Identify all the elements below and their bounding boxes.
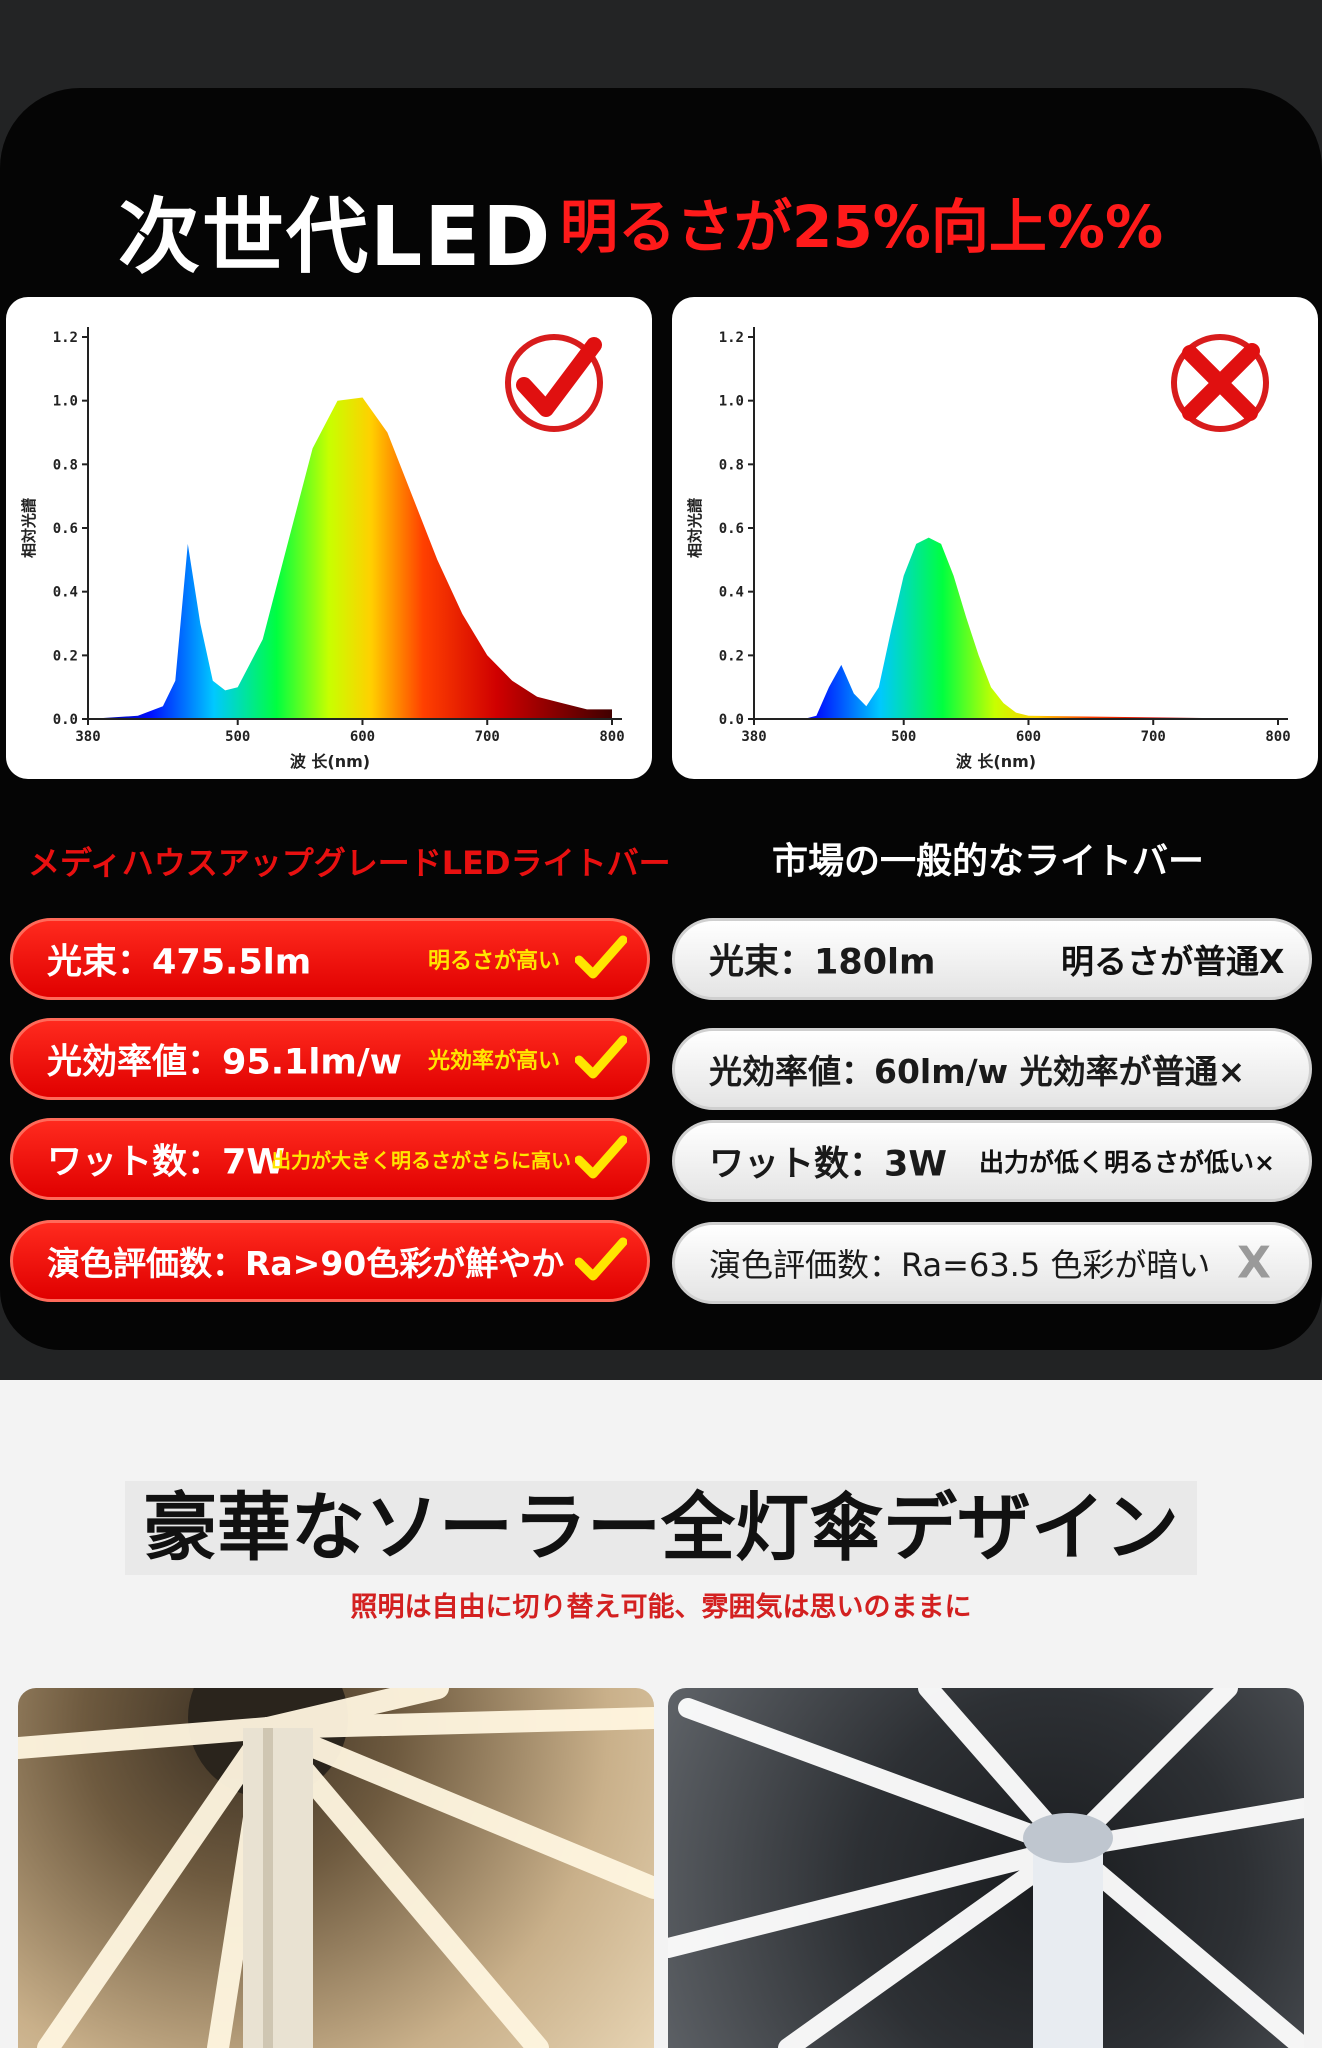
- x-tick-label: 380: [741, 729, 766, 745]
- x-tick-label: 500: [891, 729, 916, 745]
- spectrum-chart-upgraded: 1.2 1.0 0.8 0.6 0.4 0.2 0.0 380 500 600 700 800 波 长(…: [6, 297, 652, 779]
- check-icon: [575, 1135, 627, 1179]
- headline-next-gen-led: 次世代LED: [118, 190, 553, 285]
- spec-row-left: 光効率値：95.1lm/w 光効率が高い: [10, 1018, 650, 1100]
- x-tick-label: 600: [350, 729, 375, 745]
- y-tick-label: 1.2: [719, 330, 744, 346]
- x-tick-label: 380: [75, 729, 100, 745]
- y-axis-label: 相対光譜: [686, 498, 704, 558]
- spec-row-right: 光効率値：60lm/w 光効率が普通×: [672, 1028, 1312, 1110]
- spec-efficacy-common: 光効率値：60lm/w 光効率が普通×: [709, 1052, 1246, 1091]
- design-subtitle: 照明は自由に切り替え可能、雰囲気は思いのままに: [350, 1592, 972, 1623]
- spec-cri-upgraded: 演色評価数：Ra>90色彩が鮮やか: [47, 1244, 565, 1283]
- cool-light-umbrella-photo: [668, 1688, 1304, 2048]
- spec-row-right: 演色評価数：Ra=63.5 色彩が暗い X: [672, 1222, 1312, 1304]
- x-tick-label: 500: [225, 729, 250, 745]
- spec-wattage-upgraded: ワット数：7W: [47, 1142, 285, 1183]
- y-tick-label: 0.8: [53, 457, 78, 473]
- spec-row-left: 演色評価数：Ra>90色彩が鮮やか: [10, 1220, 650, 1302]
- warm-light-rays: [18, 1688, 654, 2048]
- x-axis-label: 波 长(nm): [956, 752, 1036, 771]
- spec-wattage-common: ワット数：3W: [709, 1144, 947, 1185]
- y-tick-label: 0.6: [53, 521, 78, 537]
- check-icon: [575, 1035, 627, 1079]
- x-tick-label: 700: [475, 729, 500, 745]
- spec-efficacy-upgraded: 光効率値：95.1lm/w: [47, 1042, 402, 1083]
- check-icon: [575, 1237, 627, 1281]
- y-tick-label: 0.2: [53, 648, 78, 664]
- x-tick-label: 700: [1141, 729, 1166, 745]
- y-tick-label: 0.6: [719, 521, 744, 537]
- y-tick-label: 0.0: [53, 712, 78, 728]
- spec-row-left: ワット数：7W 出力が大きく明るさがさらに高い: [10, 1118, 650, 1200]
- spec-row-left: 光束：475.5lm 明るさが高い: [10, 918, 650, 1000]
- spec-row-right: ワット数：3W 出力が低く明るさが低い×: [672, 1120, 1312, 1202]
- spec-note: 明るさが高い: [428, 949, 561, 974]
- check-icon: [575, 935, 627, 979]
- spec-note: 光効率が高い: [428, 1049, 561, 1074]
- check-icon: [516, 337, 602, 417]
- spectrum-area: [88, 397, 612, 719]
- column-header-upgraded: メディハウスアップグレードLEDライトバー: [28, 844, 671, 882]
- warm-light-umbrella-photo: [18, 1688, 654, 2048]
- cross-icon: X: [1237, 1237, 1271, 1289]
- column-header-common: 市場の一般的なライトバー: [772, 841, 1205, 882]
- spec-luminous-flux-upgraded: 光束：475.5lm: [47, 942, 312, 983]
- x-tick-label: 800: [1265, 729, 1290, 745]
- design-title: 豪華なソーラー全灯傘デザイン: [0, 1468, 1322, 1575]
- spec-luminous-flux-common: 光束：180lm: [709, 942, 936, 983]
- x-tick-label: 800: [599, 729, 624, 745]
- badge-circle: [1171, 334, 1269, 432]
- badge-circle: [505, 334, 603, 432]
- x-axis-label: 波 长(nm): [290, 752, 370, 771]
- spectrum-area: [754, 537, 1278, 719]
- y-tick-label: 0.8: [719, 457, 744, 473]
- cross-icon: [1182, 343, 1260, 421]
- spectrum-chart-common: 1.2 1.0 0.8 0.6 0.4 0.2 0.0 380 500 600 700 800 波 长(…: [672, 297, 1318, 779]
- x-tick-label: 600: [1016, 729, 1041, 745]
- y-tick-label: 0.0: [719, 712, 744, 728]
- y-tick-label: 0.4: [719, 585, 744, 601]
- y-tick-label: 1.0: [719, 394, 744, 410]
- headline-brightness-up: 明るさが25%向上%%: [560, 193, 1164, 261]
- y-axis-label: 相対光譜: [20, 498, 38, 558]
- cool-light-rays: [668, 1688, 1304, 2048]
- spec-note: 出力が低く明るさが低い×: [979, 1148, 1275, 1177]
- y-tick-label: 0.2: [719, 648, 744, 664]
- y-tick-label: 1.0: [53, 394, 78, 410]
- y-tick-label: 0.4: [53, 585, 78, 601]
- spec-note: 出力が大きく明るさがさらに高い: [271, 1148, 571, 1173]
- spec-cri-common: 演色評価数：Ra=63.5 色彩が暗い: [709, 1246, 1211, 1284]
- spec-row-right: 光束：180lm 明るさが普通X: [672, 918, 1312, 1000]
- spec-note: 明るさが普通X: [1061, 942, 1285, 981]
- y-tick-label: 1.2: [53, 330, 78, 346]
